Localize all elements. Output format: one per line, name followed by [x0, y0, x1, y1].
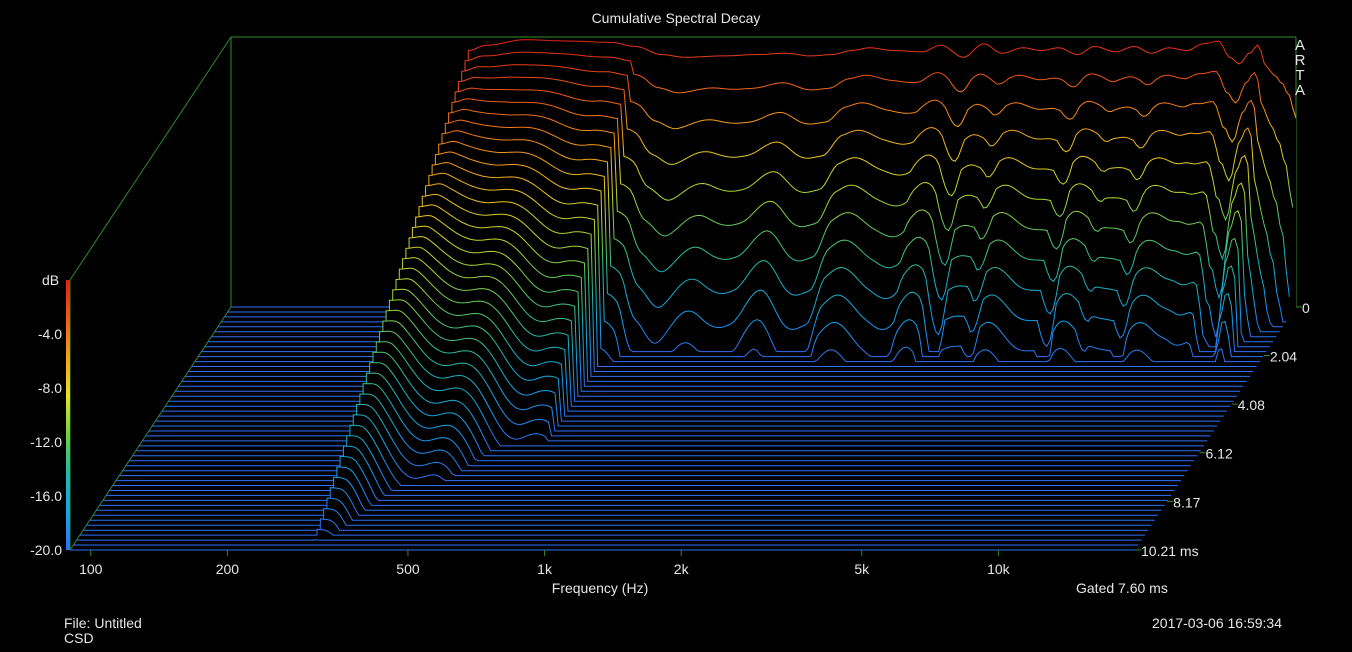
- decay-slice: [185, 193, 1250, 377]
- decay-slice: [79, 528, 1145, 536]
- decay-slice: [109, 435, 1175, 491]
- decay-slice: [191, 172, 1257, 367]
- arta-letter: T: [1295, 67, 1305, 84]
- x-tick-label: 200: [216, 561, 240, 577]
- time-tick-label: 4.08: [1238, 397, 1265, 413]
- decay-slice: [132, 362, 1198, 457]
- time-tick-label: 10.21 ms: [1141, 543, 1199, 559]
- x-tick-label: 5k: [854, 561, 870, 577]
- timestamp-label: 2017-03-06 16:59:34: [1152, 615, 1282, 631]
- db-tick-label: -8.0: [38, 380, 62, 396]
- decay-slice: [217, 87, 1283, 328]
- decay-slice: [231, 39, 1297, 308]
- x-tick-label: 2k: [674, 561, 690, 577]
- slice-mask: [119, 404, 1185, 476]
- time-tick-label: 2.04: [1270, 349, 1297, 365]
- time-tick-label: 8.17: [1173, 494, 1200, 510]
- db-tick-label: -4.0: [38, 326, 62, 342]
- decay-slice: [102, 455, 1168, 501]
- slice-mask: [99, 466, 1165, 506]
- decay-slice: [93, 487, 1158, 516]
- plot-kind-label: CSD: [64, 630, 94, 646]
- decay-slice: [86, 507, 1152, 526]
- db-axis-title: dB: [42, 272, 60, 288]
- decay-slice: [152, 299, 1218, 427]
- decay-slice: [214, 98, 1280, 333]
- file-label: File: Untitled: [64, 615, 142, 631]
- decay-slice: [168, 246, 1234, 402]
- db-tick-label: -20.0: [30, 542, 62, 558]
- decay-slice: [188, 183, 1254, 372]
- arta-letter: A: [1294, 37, 1305, 54]
- slice-mask: [139, 341, 1204, 446]
- x-tick-label: 1k: [537, 561, 553, 577]
- decay-slice: [125, 383, 1191, 467]
- decay-slice: [194, 162, 1260, 363]
- slice-mask: [93, 487, 1158, 516]
- slice-mask: [89, 498, 1155, 521]
- x-tick-label: 500: [396, 561, 420, 577]
- chart-title: Cumulative Spectral Decay: [591, 10, 761, 26]
- decay-slice: [106, 445, 1172, 496]
- decay-slice: [171, 236, 1237, 397]
- floor-depth-edge: [69, 306, 232, 551]
- decay-slice: [112, 424, 1178, 486]
- db-tick-label: -16.0: [30, 488, 62, 504]
- decay-slice: [211, 108, 1277, 338]
- colorbar-strip: [66, 280, 70, 550]
- slice-mask: [102, 456, 1168, 501]
- db-colorbar: [66, 280, 70, 550]
- slice-mask: [122, 394, 1188, 471]
- decay-slices: [70, 39, 1297, 551]
- decay-slice: [122, 393, 1188, 472]
- decay-slice: [181, 204, 1247, 382]
- axis-ticks: 100 200 500 1k 2k 5k 10k -4.0 -8.0 -12.0 -16.0 -20.…: [30, 300, 1310, 577]
- decay-slice: [89, 497, 1155, 521]
- decay-slice: [129, 372, 1195, 462]
- decay-slice: [208, 119, 1273, 343]
- x-tick-label: 10k: [987, 561, 1011, 577]
- arta-letter: A: [1294, 82, 1305, 99]
- decay-slice: [204, 130, 1270, 348]
- time-tick-label: 0: [1302, 300, 1310, 316]
- decay-slice: [139, 341, 1204, 447]
- decay-slice: [227, 51, 1294, 313]
- decay-slice: [83, 518, 1149, 531]
- decay-slice: [198, 151, 1264, 358]
- decay-slice: [165, 257, 1231, 407]
- decay-slice: [99, 466, 1165, 506]
- db-tick-label: -12.0: [30, 434, 62, 450]
- decay-slice: [155, 288, 1221, 422]
- slice-mask: [109, 435, 1175, 491]
- decay-slice: [175, 225, 1241, 392]
- decay-slice: [96, 476, 1162, 511]
- slice-mask: [106, 446, 1172, 496]
- slice-mask: [86, 508, 1152, 526]
- decay-slice: [142, 330, 1208, 442]
- time-tick-label: 6.12: [1205, 446, 1232, 462]
- gated-label: Gated 7.60 ms: [1076, 580, 1168, 596]
- decay-slice: [145, 320, 1211, 437]
- arta-letter: R: [1294, 52, 1306, 69]
- decay-slice: [158, 278, 1224, 417]
- decay-slice: [148, 309, 1214, 432]
- top-depth-edge: [69, 36, 232, 281]
- decay-slice: [119, 403, 1185, 477]
- decay-slice: [162, 267, 1227, 412]
- x-tick-label: 100: [79, 561, 103, 577]
- decay-slice: [201, 140, 1267, 353]
- decay-slice: [116, 414, 1181, 482]
- decay-slice: [135, 351, 1201, 452]
- frequency-axis-title: Frequency (Hz): [551, 580, 649, 596]
- decay-slice: [221, 76, 1287, 323]
- decay-slice: [224, 64, 1290, 318]
- decay-slice: [178, 214, 1244, 387]
